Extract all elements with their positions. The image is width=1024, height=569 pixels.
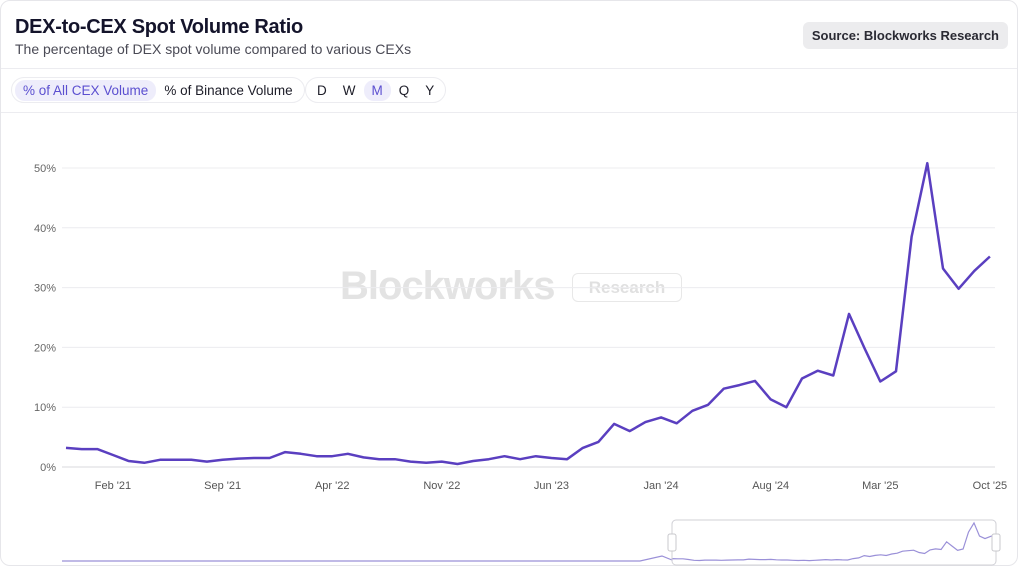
- divider: [1, 68, 1017, 69]
- page-title: DEX-to-CEX Spot Volume Ratio: [15, 16, 303, 38]
- interval-d[interactable]: D: [317, 82, 327, 98]
- divider: [1, 112, 1017, 113]
- watermark-tag: Research: [572, 273, 682, 302]
- interval-y[interactable]: Y: [425, 82, 435, 98]
- watermark-logo: Blockworks: [340, 264, 556, 308]
- page-subtitle: The percentage of DEX spot volume compar…: [15, 41, 412, 57]
- interval-toggle: D W M Q Y: [305, 77, 447, 103]
- source-badge[interactable]: Source: Blockworks Research: [802, 22, 1008, 49]
- interval-w[interactable]: W: [342, 82, 356, 98]
- interval-m[interactable]: M: [363, 79, 391, 101]
- tab-binance-volume[interactable]: % of Binance Volume: [164, 82, 293, 98]
- tab-all-cex-volume[interactable]: % of All CEX Volume: [15, 79, 157, 101]
- interval-q[interactable]: Q: [398, 82, 410, 98]
- metric-toggle: % of All CEX Volume % of Binance Volume: [11, 77, 305, 103]
